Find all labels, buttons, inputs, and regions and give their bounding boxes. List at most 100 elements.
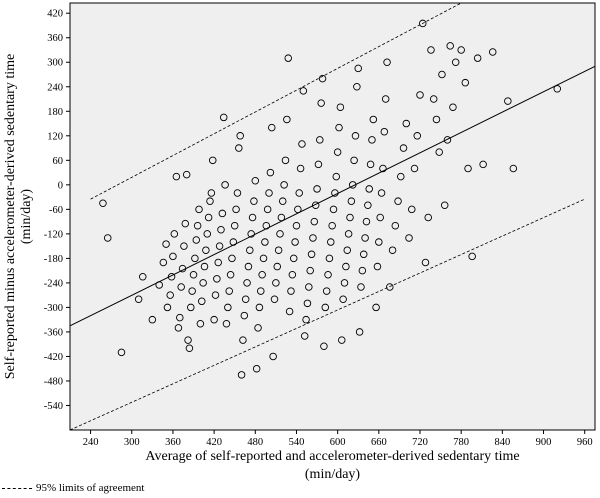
- y-tick-label: 300: [47, 58, 63, 69]
- data-point: [394, 197, 402, 205]
- data-point: [246, 246, 254, 254]
- data-point: [235, 144, 243, 152]
- data-point: [388, 246, 397, 254]
- data-point: [281, 156, 290, 165]
- data-point: [232, 205, 240, 214]
- data-point: [443, 136, 452, 144]
- data-point: [355, 328, 364, 336]
- plot-frame: [69, 2, 596, 431]
- y-axis-unit: (min/day): [19, 189, 34, 245]
- data-point: [244, 262, 253, 271]
- plot-background: [70, 3, 595, 430]
- data-points: [99, 19, 562, 379]
- data-point: [381, 95, 390, 103]
- plot-area: [66, 2, 596, 434]
- x-tick-label: 960: [577, 437, 593, 448]
- data-point: [366, 160, 375, 169]
- data-point: [299, 87, 308, 95]
- data-point: [248, 213, 257, 222]
- data-point: [320, 342, 328, 350]
- y-tick-label: -360: [44, 327, 63, 338]
- data-point: [162, 240, 170, 248]
- data-point: [488, 48, 497, 56]
- data-point: [99, 199, 107, 207]
- data-point: [421, 258, 430, 267]
- data-point: [325, 254, 334, 263]
- y-tick-label: 420: [47, 9, 63, 20]
- legend-note: 95% limits of agreement: [2, 482, 144, 494]
- x-tick-label: 600: [330, 437, 346, 448]
- data-point: [369, 115, 378, 124]
- data-point: [255, 303, 264, 312]
- data-point: [338, 336, 346, 344]
- data-point: [451, 58, 460, 66]
- data-point: [138, 273, 147, 281]
- data-point: [259, 254, 268, 263]
- data-point: [222, 320, 231, 328]
- reference-lines: [70, 3, 595, 430]
- data-point: [553, 85, 562, 93]
- y-tick-label: -180: [44, 254, 63, 265]
- data-point: [134, 295, 143, 303]
- data-point: [344, 230, 353, 238]
- data-point: [408, 205, 416, 214]
- y-tick-label: 120: [47, 131, 63, 142]
- data-point: [358, 266, 367, 275]
- data-point: [380, 127, 389, 136]
- data-point: [331, 189, 339, 197]
- data-point: [298, 140, 306, 148]
- data-point: [333, 148, 342, 156]
- data-point: [357, 283, 365, 291]
- x-tick-labels: 240 300 360 420 480 540 600 660 720 780 840 900 960: [83, 437, 593, 448]
- data-point: [346, 213, 354, 222]
- data-point: [266, 168, 275, 177]
- y-tick-labels: 420 360 300 240 180 120 60 0 -60 -120 -180 -240 -300…: [44, 9, 63, 412]
- data-point: [427, 46, 435, 54]
- data-point: [335, 123, 343, 132]
- data-point: [328, 221, 336, 230]
- data-point: [283, 115, 291, 124]
- data-point: [377, 189, 386, 197]
- data-point: [251, 176, 260, 185]
- y-tick-label: -120: [44, 229, 63, 240]
- data-point: [103, 234, 112, 242]
- data-point: [332, 172, 341, 181]
- data-point: [178, 264, 187, 273]
- data-point: [336, 103, 345, 111]
- data-point: [170, 230, 179, 238]
- data-point: [504, 97, 512, 105]
- data-point: [340, 279, 349, 287]
- y-tick-label: -300: [44, 303, 63, 314]
- data-point: [418, 19, 427, 28]
- data-point: [277, 213, 286, 222]
- data-point: [217, 226, 225, 234]
- data-point: [228, 254, 236, 263]
- data-point: [307, 250, 316, 259]
- x-tick-label: 240: [83, 437, 99, 448]
- data-point: [214, 258, 222, 267]
- data-point: [446, 42, 454, 50]
- data-point: [306, 266, 314, 275]
- data-point: [208, 156, 217, 165]
- data-point: [233, 189, 242, 197]
- x-tick-label: 420: [206, 437, 222, 448]
- data-point: [174, 324, 183, 332]
- data-point: [317, 99, 325, 107]
- x-tick-label: 660: [371, 437, 387, 448]
- data-point: [252, 364, 261, 373]
- x-tick-label: 900: [536, 437, 552, 448]
- data-point: [303, 299, 312, 308]
- data-point: [405, 234, 413, 242]
- data-point: [348, 181, 357, 189]
- data-point: [285, 307, 294, 316]
- x-tick-label: 720: [412, 437, 428, 448]
- y-tick-label: -480: [44, 376, 63, 387]
- data-point: [309, 234, 317, 242]
- data-point: [288, 270, 297, 279]
- data-point: [413, 132, 422, 140]
- data-point: [191, 254, 199, 263]
- data-point: [274, 246, 283, 254]
- data-point: [379, 164, 387, 173]
- data-point: [195, 205, 203, 214]
